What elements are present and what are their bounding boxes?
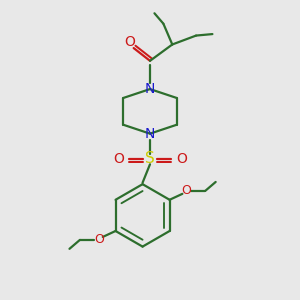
Text: O: O [181, 184, 191, 197]
Text: S: S [145, 152, 155, 166]
Text: O: O [113, 152, 124, 166]
Text: N: N [145, 127, 155, 141]
Text: O: O [94, 233, 104, 246]
Text: N: N [145, 82, 155, 96]
Text: O: O [124, 34, 135, 49]
Text: O: O [176, 152, 187, 166]
